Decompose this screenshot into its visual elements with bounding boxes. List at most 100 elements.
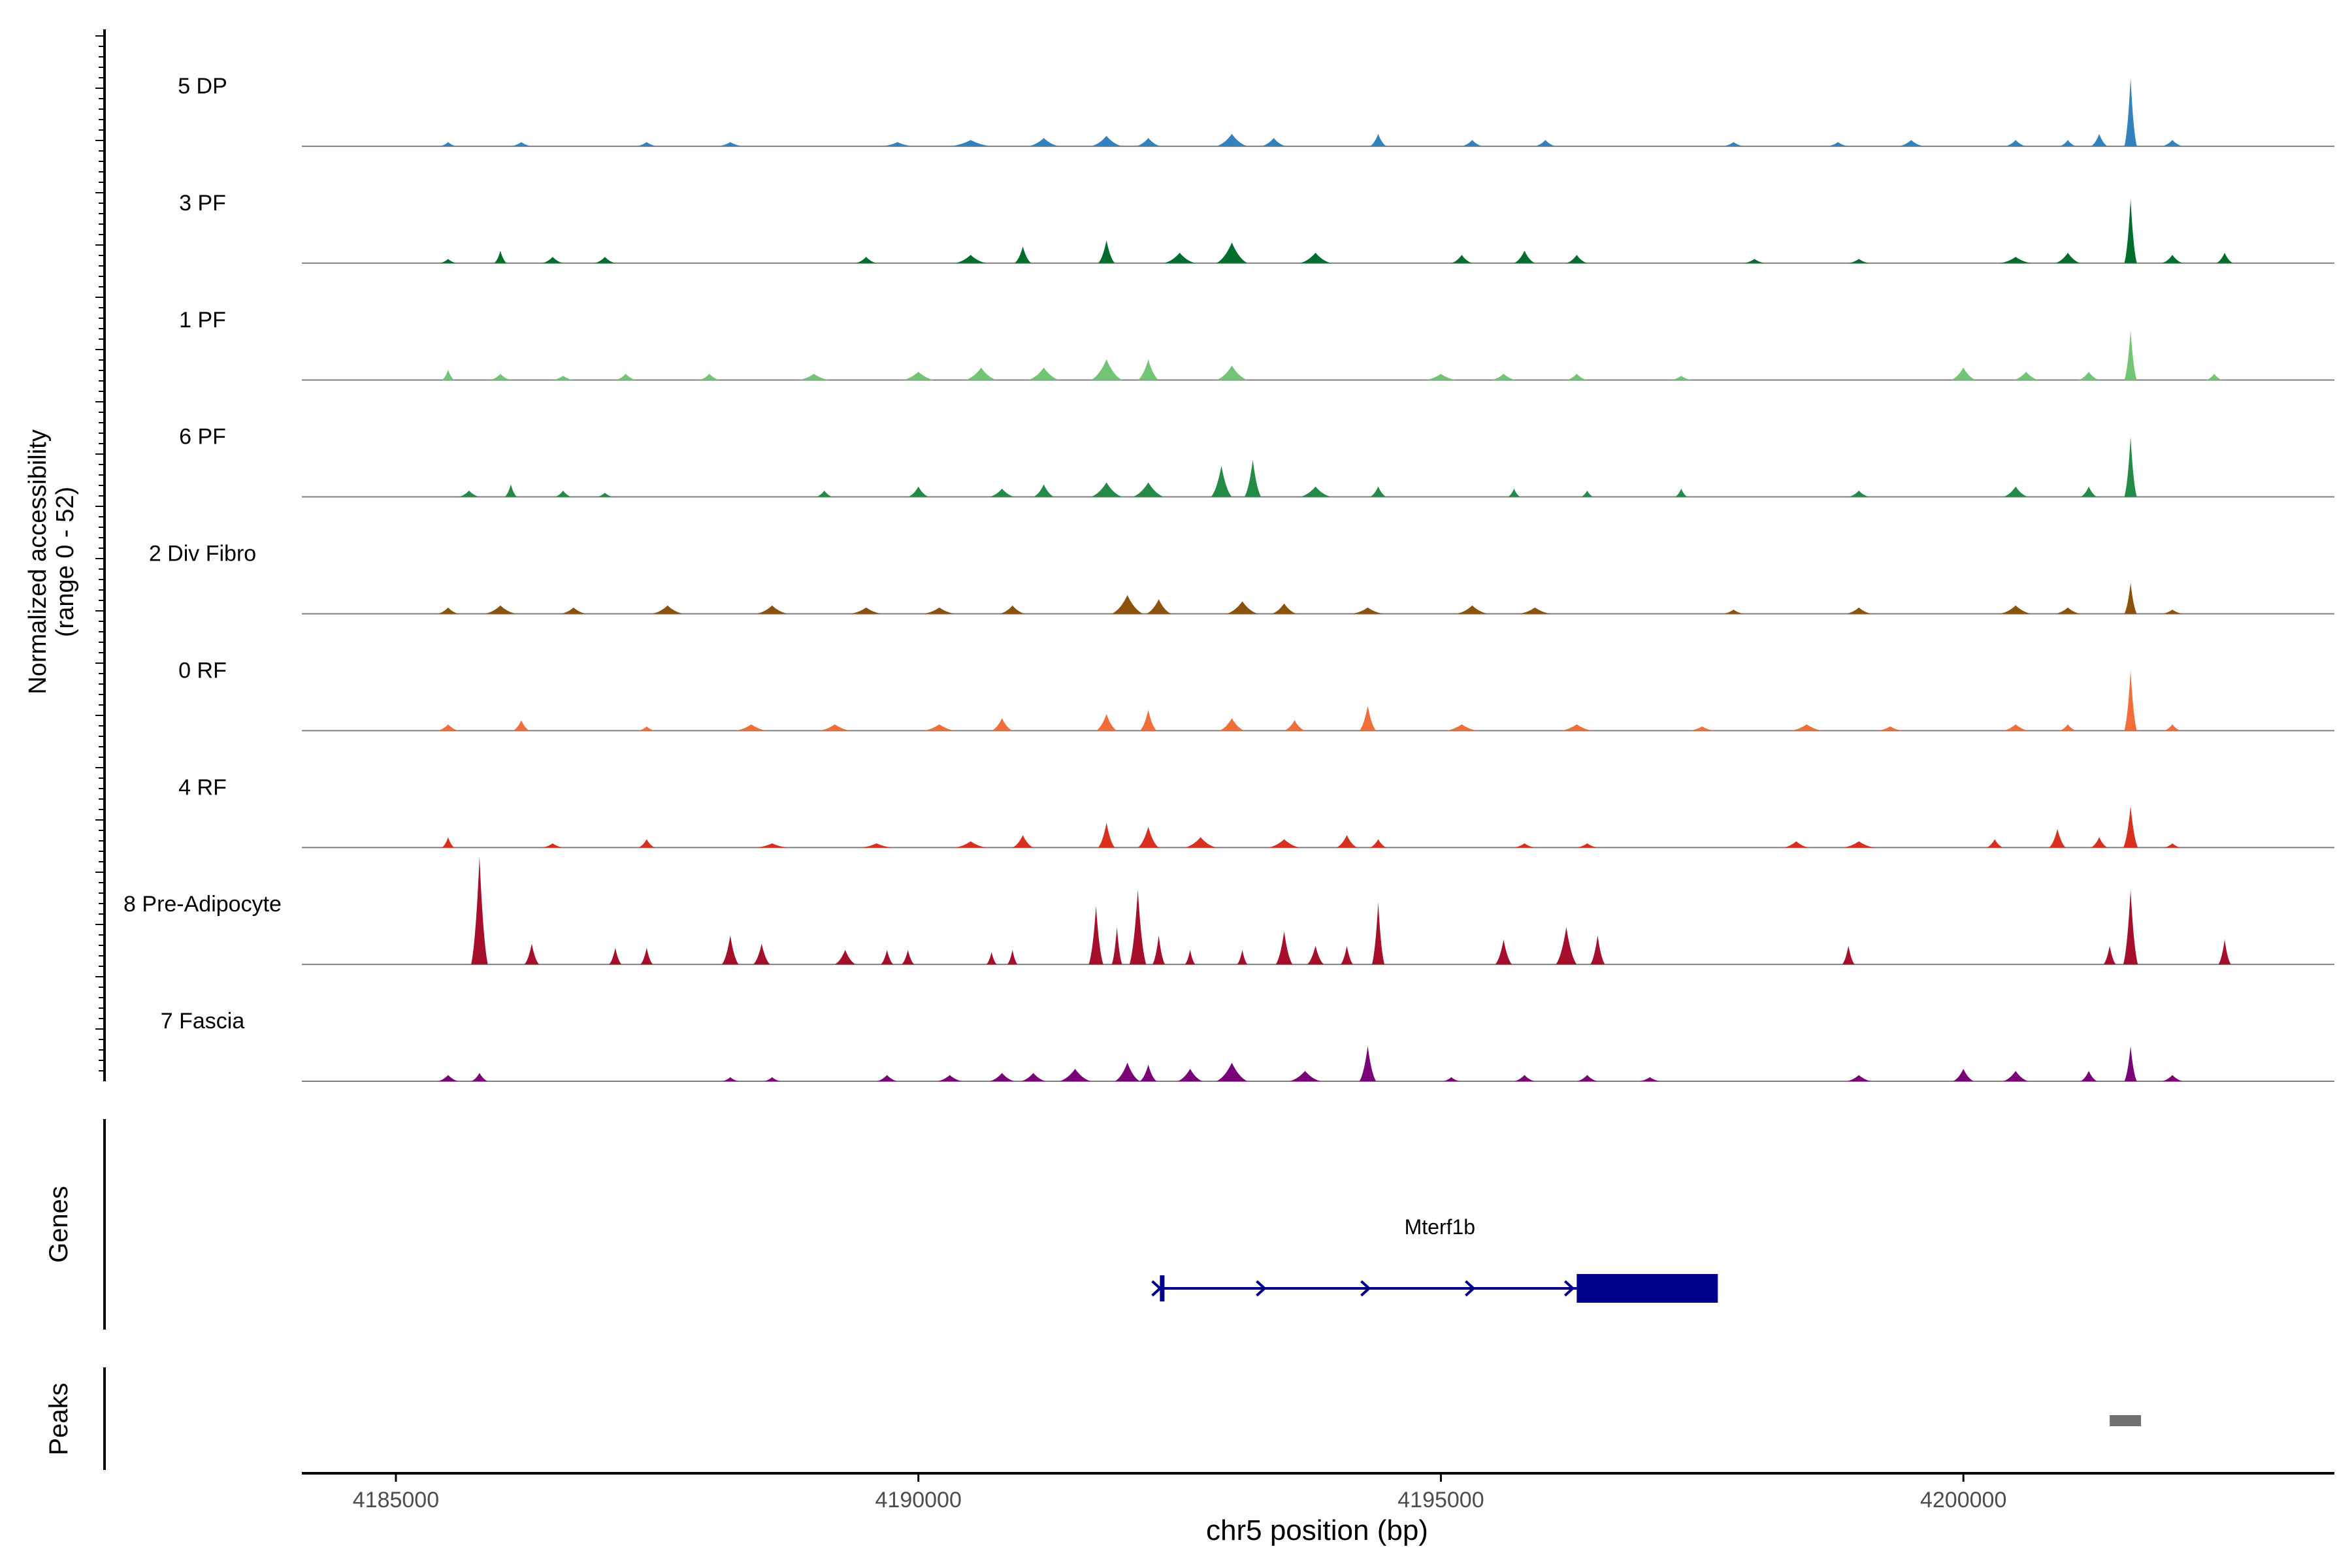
coverage-peak (1088, 906, 1103, 965)
coverage-peak (440, 259, 457, 263)
coverage-peak (1848, 259, 1870, 263)
coverage-peak (1098, 823, 1115, 848)
coverage-peak (2059, 140, 2076, 146)
coverage-peak (1371, 902, 1385, 965)
coverage-peak (1115, 1062, 1140, 1081)
coverage-peak (722, 1077, 739, 1081)
coverage-peak (471, 1073, 488, 1081)
coverage-peak (698, 374, 720, 380)
coverage-peak (1744, 259, 1765, 263)
coverage-peak (1007, 949, 1018, 965)
coverage-peak (735, 724, 767, 731)
coverage-peak (2162, 1075, 2183, 1081)
coverage-peak (524, 943, 540, 965)
coverage-peak (1514, 843, 1535, 848)
coverage-peak (561, 607, 587, 614)
coverage-peak (2123, 806, 2138, 848)
coverage-peak (552, 376, 574, 380)
coverage-peak (756, 843, 788, 848)
coverage-peak (1576, 843, 1598, 848)
coverage-peak (1000, 605, 1025, 614)
coverage-peak (596, 493, 613, 497)
coverage-peak (1495, 939, 1512, 965)
coverage-peak (638, 727, 655, 731)
coverage-peak (489, 374, 511, 380)
coverage-peak (2162, 610, 2183, 614)
coverage-peak (1152, 935, 1166, 965)
coverage-peak (850, 607, 882, 614)
coverage-peak (2164, 843, 2181, 848)
coverage-peak (1244, 459, 1262, 497)
x-axis-ticks: 4185000 4190000 4195000 4200000 (353, 1473, 2006, 1512)
coverage-peak (855, 257, 877, 263)
coverage-peak (1111, 595, 1143, 614)
coverage-peak (2000, 605, 2032, 614)
coverage-peak (1219, 718, 1245, 731)
coverage-peak (986, 952, 997, 965)
coverage-peak (1059, 1069, 1091, 1081)
coverage-peak (955, 841, 987, 848)
coverage-peak (2059, 724, 2076, 731)
coverage-peak (2123, 890, 2138, 965)
peaks-panel-label: Peaks (44, 1382, 73, 1455)
track-label: 6 PF (179, 425, 226, 449)
x-tick-label: 4200000 (1920, 1488, 2006, 1512)
coverage-peak (1791, 724, 1823, 731)
coverage-peak (1784, 841, 1809, 848)
track-8-pre-adipocyte: 8 Pre-Adipocyte (123, 857, 2334, 966)
coverage-peak (1137, 359, 1159, 380)
coverage-peak (2124, 1046, 2137, 1081)
coverage-peak (1514, 250, 1535, 263)
coverage-peak (1096, 714, 1117, 731)
coverage-peak (1580, 491, 1593, 497)
track-label: 4 RF (178, 775, 227, 800)
coverage-peak (1271, 603, 1297, 614)
gene-track: Mterf1b (1151, 1215, 1718, 1303)
coverage-peak (1164, 252, 1196, 263)
coverage-peak (2124, 78, 2137, 146)
coverage-peak (2103, 945, 2116, 965)
coverage-peak (1216, 365, 1248, 380)
track-5-dp: 5 DP (178, 74, 2334, 147)
coverage-peak (2124, 670, 2137, 731)
coverage-peak (955, 255, 987, 263)
coverage-peak (991, 718, 1013, 731)
coverage-peak (510, 142, 532, 146)
x-tick-label: 4195000 (1397, 1488, 1484, 1512)
coverage-peak (2124, 582, 2137, 614)
coverage-peak (989, 1073, 1015, 1081)
coverage-peak (2078, 372, 2100, 380)
track-label: 2 Div Fibro (149, 542, 256, 566)
coverage-peak (1216, 133, 1248, 146)
coverage-peak (1899, 140, 1924, 146)
coverage-peak (442, 837, 455, 848)
coverage-peak (2003, 724, 2029, 731)
coverage-peak (1566, 374, 1588, 380)
coverage-peak (1184, 837, 1217, 848)
track-label: 8 Pre-Adipocyte (123, 892, 282, 917)
coverage-peak (1132, 482, 1164, 497)
coverage-peak (1299, 252, 1331, 263)
coverage-peak (1446, 724, 1478, 731)
genes-panel-label: Genes (44, 1186, 73, 1263)
coverage-peak (881, 949, 894, 965)
track-1-pf: 1 PF (179, 308, 2334, 381)
track-7-fascia: 7 Fascia (161, 1009, 2334, 1082)
coverage-peak (2055, 607, 2081, 614)
coverage-peak (494, 250, 507, 263)
track-0-rf: 0 RF (178, 658, 2334, 732)
x-tick-label: 4190000 (875, 1488, 962, 1512)
coverage-peak (1012, 835, 1034, 848)
track-3-pf: 3 PF (179, 191, 2334, 264)
coverage-peak (1369, 486, 1387, 497)
coverage-peak (753, 943, 770, 965)
coverage-peak (2218, 939, 2231, 965)
coverage-peak (937, 1075, 962, 1081)
x-tick-label: 4185000 (353, 1488, 439, 1512)
coverage-peak (2055, 252, 2081, 263)
coverage-peak (1519, 607, 1551, 614)
coverage-peak (1307, 945, 1324, 965)
coverage-peak (2014, 372, 2039, 380)
coverage-peak (1033, 484, 1054, 497)
coverage-peak (923, 607, 955, 614)
